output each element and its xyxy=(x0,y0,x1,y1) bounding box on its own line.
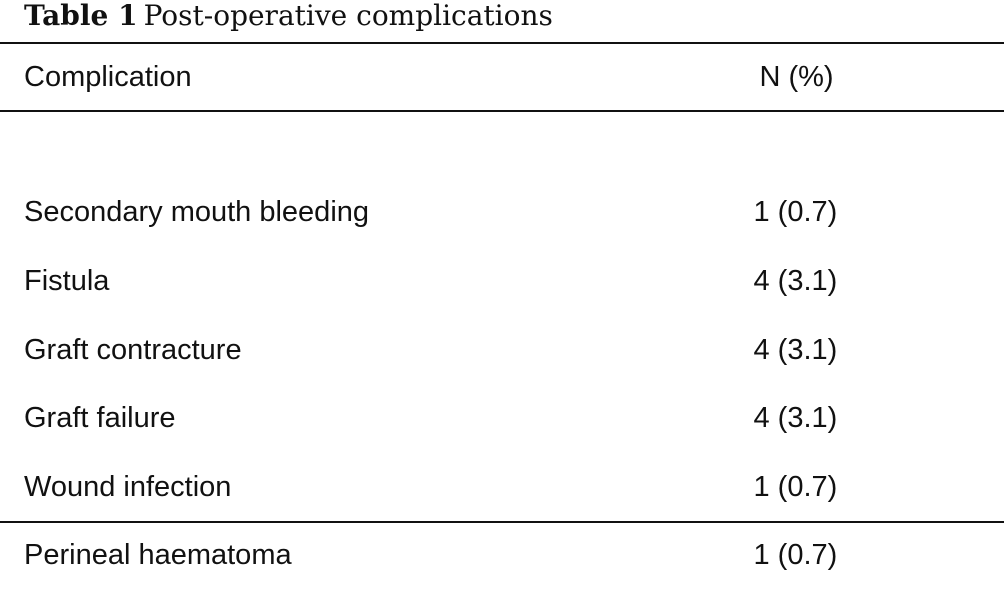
table-row: Wound infection 1 (0.7) xyxy=(0,453,1004,522)
table-body: Secondary mouth bleeding 1 (0.7) Fistula… xyxy=(0,110,1004,590)
header-n-percent: N (%) xyxy=(759,60,834,93)
table-bottom-rule xyxy=(0,521,1004,523)
cell-n-percent: 1 (0.7) xyxy=(753,470,838,503)
table-row: Secondary mouth bleeding 1 (0.7) xyxy=(0,179,1004,248)
cell-n-percent: 1 (0.7) xyxy=(753,196,838,229)
table-header: Complication N (%) xyxy=(0,44,1004,110)
table-row: Perineal haematoma 1 (0.7) xyxy=(0,522,1004,590)
cell-complication: Wound infection xyxy=(24,470,232,503)
header-row: Complication N (%) xyxy=(0,44,1004,110)
table-top-rule xyxy=(0,42,1004,44)
table-number: Table 1 xyxy=(24,0,138,32)
cell-n-percent: 1 (0.7) xyxy=(753,539,838,572)
table-header-rule xyxy=(0,110,1004,112)
cell-complication: Secondary mouth bleeding xyxy=(24,196,370,229)
cell-complication: Graft contracture xyxy=(24,333,242,366)
table-row: Graft contracture 4 (3.1) xyxy=(0,316,1004,385)
body-spacer xyxy=(0,110,1004,179)
cell-complication: Fistula xyxy=(24,264,110,297)
cell-n-percent: 4 (3.1) xyxy=(753,264,838,297)
table-row: Fistula 4 (3.1) xyxy=(0,247,1004,316)
header-complication: Complication xyxy=(24,60,192,93)
table-caption: Table 1 Post-operative complications xyxy=(24,0,553,36)
table-row: Graft failure 4 (3.1) xyxy=(0,384,1004,453)
table-title: Post-operative complications xyxy=(143,0,553,32)
cell-n-percent: 4 (3.1) xyxy=(753,333,838,366)
cell-complication: Perineal haematoma xyxy=(24,539,292,572)
complications-table: Complication N (%) Secondary mouth bleed… xyxy=(0,44,1004,590)
cell-n-percent: 4 (3.1) xyxy=(753,402,838,435)
cell-complication: Graft failure xyxy=(24,402,176,435)
